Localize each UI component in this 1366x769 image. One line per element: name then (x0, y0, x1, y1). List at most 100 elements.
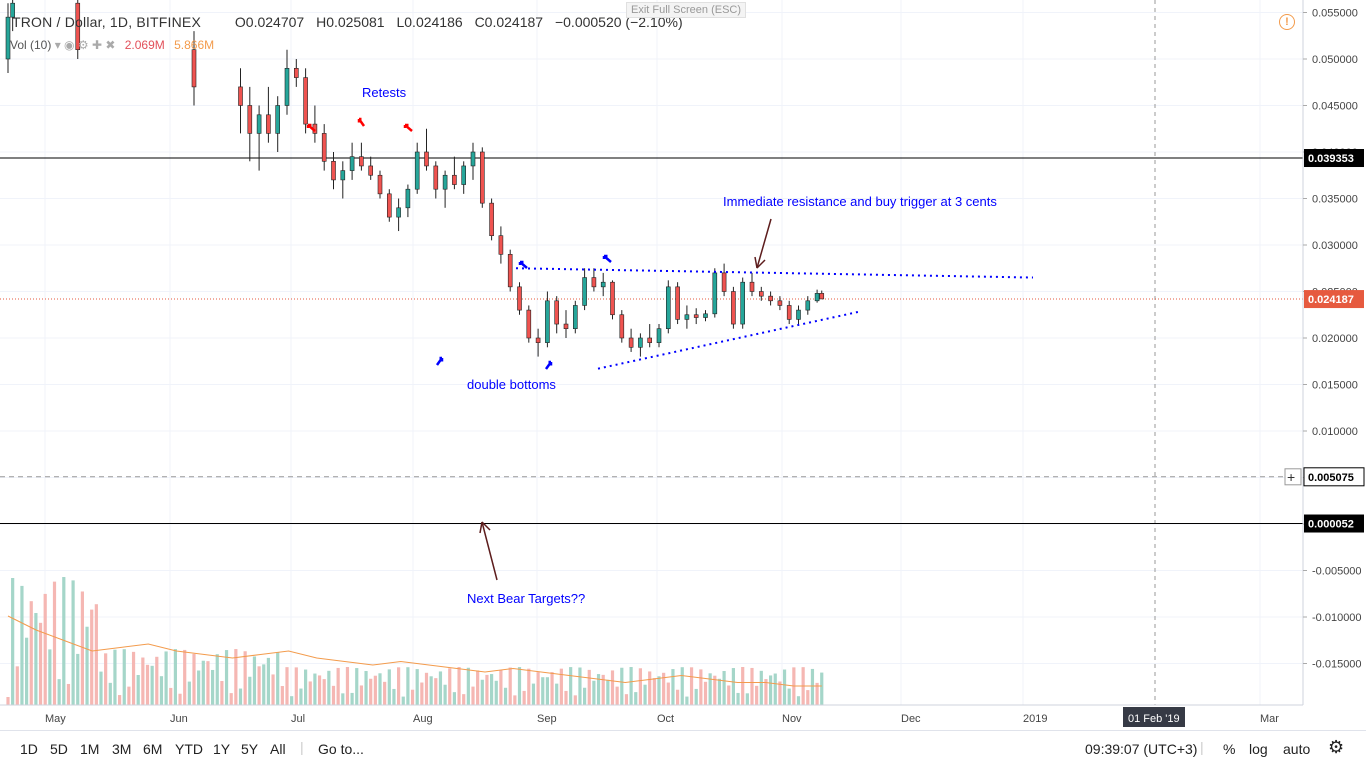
x-tick-label: 2019 (1023, 713, 1047, 725)
candle-body (740, 281, 746, 325)
volume-bar (178, 693, 182, 705)
volume-bar (397, 667, 401, 705)
resistance-pointer (756, 218, 772, 269)
range-1d-button[interactable]: 1D (20, 741, 38, 757)
open-value: O0.024707 (234, 14, 305, 30)
bottom-arrow-1-head (439, 356, 444, 362)
chart-grid (0, 0, 1303, 705)
volume-bar (773, 673, 777, 705)
volume-value: 2.069M (124, 38, 165, 52)
volume-bar (85, 626, 89, 705)
volume-bar (750, 667, 754, 705)
volume-bar (299, 688, 303, 705)
volume-bar (438, 671, 443, 705)
percent-button[interactable]: % (1223, 741, 1236, 757)
x-tick-label: Sep (537, 713, 557, 725)
crosshair-plus-icon: + (1287, 469, 1295, 485)
volume-bar (578, 667, 582, 705)
range-3m-button[interactable]: 3M (112, 741, 132, 757)
volume-bar (610, 670, 615, 705)
y-tick-label: 0.015000 (1312, 380, 1358, 392)
candle-body (461, 165, 467, 185)
volume-sma-line (7, 615, 822, 687)
volume-bar (499, 669, 503, 705)
volume-bar (638, 668, 642, 705)
volume-bar (559, 668, 563, 705)
candle-body (498, 235, 504, 255)
volume-bar (429, 676, 433, 705)
volume-bar (471, 686, 475, 705)
exit-fullscreen-button[interactable]: Exit Full Screen (ESC) (626, 2, 746, 18)
volume-settings-icon[interactable]: ▾ ◉ ⚙ ✚ ✖ (54, 38, 116, 52)
candle-body (703, 313, 708, 318)
candle-body (693, 314, 699, 318)
volume-label[interactable]: Vol (10) (10, 38, 52, 52)
volume-bar (350, 692, 354, 705)
volume-bar (155, 656, 159, 705)
range-5d-button[interactable]: 5D (50, 741, 68, 757)
x-tick-label: Aug (413, 713, 433, 725)
range-ytd-button[interactable]: YTD (175, 741, 203, 757)
volume-bar (206, 661, 210, 705)
top-arrow-2-head (602, 254, 608, 259)
time-axis[interactable]: May Jun Jul Aug Sep Oct Nov Dec 2019 Mar 01 Feb '1… (0, 704, 1303, 727)
x-tick-label: Jul (291, 713, 305, 725)
volume-bar (657, 676, 661, 705)
warning-icon[interactable]: ! (1279, 14, 1295, 30)
volume-bar (104, 653, 108, 705)
candle-body (684, 314, 690, 320)
gear-icon[interactable]: ⚙ (1328, 737, 1345, 757)
volume-bar (271, 674, 275, 705)
candle-body (359, 156, 364, 167)
log-button[interactable]: log (1249, 741, 1268, 757)
volume-bar (550, 672, 554, 705)
volume-bar (583, 687, 587, 705)
range-6m-button[interactable]: 6M (143, 741, 163, 757)
price-axis[interactable]: 0.0550000.0500000.0450000.0400000.035000… (1284, 0, 1365, 705)
range-5y-button[interactable]: 5Y (241, 741, 259, 757)
x-tick-label: Jun (170, 713, 188, 725)
volume-bar (76, 653, 80, 705)
volume-bar (387, 669, 391, 705)
volume-bar (197, 670, 201, 705)
volume-bar (745, 693, 749, 705)
volume-bar (490, 674, 494, 705)
candle-body (414, 151, 420, 190)
range-all-button[interactable]: All (270, 741, 286, 757)
range-1y-button[interactable]: 1Y (213, 741, 231, 757)
volume-bar (248, 676, 252, 705)
volume-bar (159, 676, 164, 705)
range-1m-button[interactable]: 1M (80, 741, 100, 757)
volume-bar (685, 696, 689, 705)
candle-body (749, 281, 755, 292)
candle-body (442, 174, 448, 190)
candle-body (75, 2, 81, 51)
level-label: 0.039353 (1308, 153, 1354, 165)
symbol-title[interactable]: TRON / Dollar, 1D, BITFINEX (12, 14, 201, 30)
y-tick-label: 0.010000 (1312, 426, 1358, 438)
candle-body (768, 295, 773, 302)
volume-bar (183, 649, 187, 705)
volume-bar (643, 684, 647, 705)
auto-button[interactable]: auto (1283, 741, 1311, 757)
candle-body (321, 133, 327, 162)
volume-bar (778, 681, 782, 705)
volume-bar (708, 673, 712, 705)
volume-bar (731, 668, 735, 705)
volume-bar (815, 682, 819, 705)
candle-body (610, 281, 615, 316)
bottom-toolbar: 1D 5D 1M 3M 6M YTD 1Y 5Y All | Go to... … (0, 730, 1366, 769)
volume-bar (66, 683, 71, 705)
volume-bar (187, 681, 191, 705)
volume-bar (806, 690, 810, 705)
candle-body (470, 151, 476, 167)
volume-bar (782, 669, 787, 705)
candle-body (619, 314, 625, 339)
candle-body (284, 68, 290, 106)
volume-bar (420, 682, 424, 705)
candle-body (777, 300, 783, 306)
candle-body (591, 277, 597, 288)
volume-bar (336, 667, 340, 705)
goto-button[interactable]: Go to... (318, 741, 364, 757)
